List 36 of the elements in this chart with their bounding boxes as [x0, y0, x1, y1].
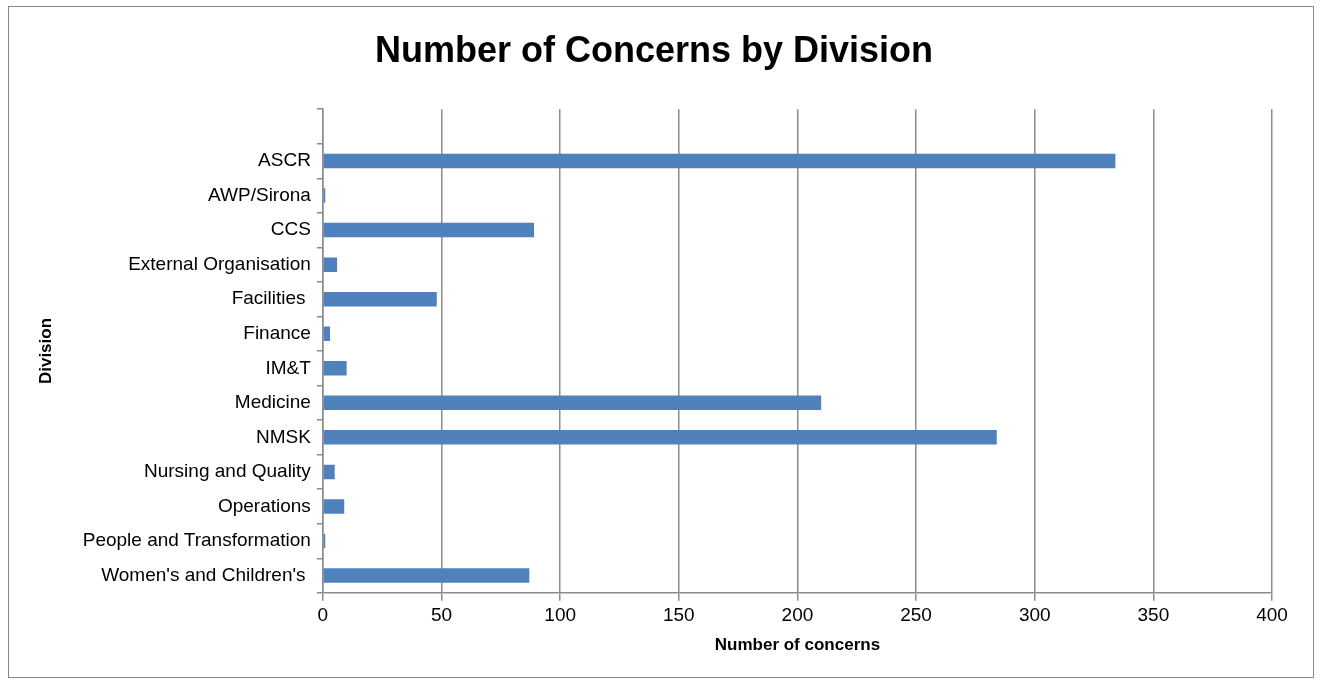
bar — [323, 257, 338, 272]
y-tick-label: ASCR — [258, 149, 311, 171]
x-tick-label: 200 — [781, 604, 814, 626]
x-tick-label: 100 — [544, 604, 577, 626]
x-axis-title: Number of concerns — [714, 635, 881, 655]
y-tick-label: NMSK — [255, 425, 312, 447]
x-tick-label: 250 — [900, 604, 932, 626]
y-tick-label: Facilities — [231, 287, 311, 309]
bar — [323, 464, 335, 480]
y-tick-label: CCS — [270, 218, 311, 240]
y-tick-label: External Organisation — [128, 252, 311, 274]
y-tick-label: Medicine — [234, 391, 311, 413]
bar — [323, 499, 345, 514]
bar — [323, 291, 437, 307]
bar — [323, 361, 347, 376]
y-tick-label: Finance — [243, 321, 311, 343]
x-tick-label: 350 — [1137, 604, 1170, 626]
bar — [323, 430, 997, 445]
y-tick-label: Operations — [217, 494, 311, 516]
x-tick-label: 400 — [1256, 604, 1288, 626]
y-tick-label: IM&T — [265, 356, 312, 378]
y-tick-label: Nursing and Quality — [144, 460, 312, 482]
bar — [323, 222, 535, 238]
bar — [323, 395, 822, 411]
y-tick-label: AWP/Sirona — [208, 183, 312, 205]
y-tick-label: People and Transformation — [82, 529, 311, 551]
y-tick-label: Women's and Children's — [101, 563, 311, 585]
x-tick-label: 300 — [1018, 604, 1051, 626]
x-tick-label: 0 — [317, 604, 329, 626]
bar — [323, 568, 530, 583]
y-axis-title: Division — [35, 317, 55, 385]
bar — [323, 153, 1116, 169]
bar — [323, 326, 330, 341]
x-tick-label: 50 — [430, 604, 453, 626]
x-tick-label: 150 — [662, 604, 695, 626]
chart-title: Number of Concerns by Division — [374, 28, 934, 70]
